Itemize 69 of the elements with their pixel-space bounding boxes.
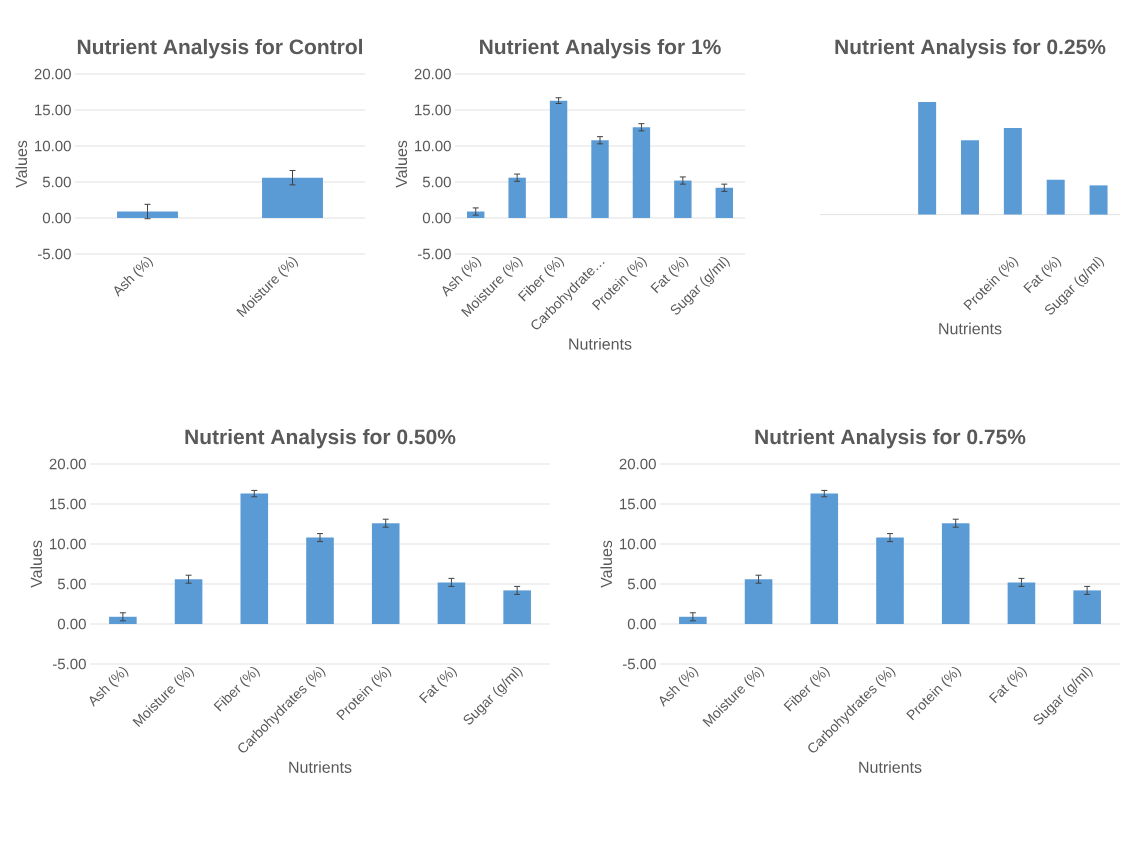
y-tick-label: 10.00	[620, 538, 656, 550]
y-tick-label: 15.00	[35, 104, 71, 116]
bar	[715, 187, 733, 218]
chart-title: Nutrient Analysis for Control	[77, 38, 363, 59]
x-axis-title: Nutrients	[939, 322, 1002, 335]
bar	[1003, 127, 1022, 215]
bar	[503, 590, 531, 624]
bar	[174, 579, 203, 624]
y-tick-label: 20.00	[619, 458, 656, 470]
chart-title: Nutrient Analysis for 1%	[480, 38, 721, 59]
x-axis-title: Nutrients	[859, 761, 922, 773]
bar	[306, 537, 334, 624]
chart-title: Nutrient Analysis for 0.50%	[185, 428, 456, 449]
x-axis-title: Nutrients	[569, 337, 632, 350]
y-tick-label: 5.00	[422, 176, 451, 188]
y-tick-label: 0.00	[422, 212, 451, 224]
y-tick-label: 20.00	[34, 68, 71, 80]
y-tick-label: -5.00	[52, 658, 86, 670]
y-tick-label: 20.00	[49, 458, 86, 470]
y-tick-label: 15.00	[50, 498, 86, 510]
bar	[240, 493, 269, 624]
bar	[109, 616, 137, 624]
x-tick-label: Ash (%)	[114, 256, 154, 297]
bar	[1046, 179, 1065, 215]
chart-title: Nutrient Analysis for 0.75%	[755, 428, 1026, 449]
y-axis-title: Values	[30, 540, 43, 588]
y-tick-label: -5.00	[37, 248, 71, 260]
bar	[679, 616, 707, 624]
bar	[941, 523, 970, 624]
bar	[876, 537, 904, 624]
y-axis-title: Values	[395, 140, 408, 188]
y-tick-label: -5.00	[622, 658, 656, 670]
x-tick-label: Fat (%)	[650, 256, 689, 294]
bar	[591, 140, 609, 218]
bar	[508, 177, 526, 218]
y-tick-label: -5.00	[417, 248, 451, 260]
bar	[1089, 185, 1108, 215]
y-tick-label: 10.00	[35, 140, 71, 152]
bar	[810, 493, 839, 624]
bar	[744, 579, 773, 624]
chart-title: Nutrient Analysis for 0.25%	[835, 38, 1106, 59]
y-tick-label: 15.00	[620, 498, 656, 510]
y-tick-label: 15.00	[415, 104, 451, 116]
x-axis-title: Nutrients	[289, 761, 352, 773]
y-tick-label: 5.00	[42, 176, 71, 188]
y-tick-label: 10.00	[50, 538, 86, 550]
y-tick-label: 10.00	[415, 140, 451, 152]
y-tick-label: 20.00	[414, 68, 451, 80]
x-tick-label: Ash (%)	[659, 666, 699, 707]
bar	[961, 140, 979, 215]
bar	[371, 523, 400, 624]
x-tick-label: Fat (%)	[988, 666, 1028, 704]
bar	[549, 100, 568, 218]
y-axis-title: Values	[600, 540, 613, 588]
bar	[632, 127, 651, 218]
y-tick-label: 0.00	[42, 212, 71, 224]
y-tick-label: 5.00	[627, 578, 656, 590]
x-tick-label: Fat (%)	[1023, 256, 1062, 294]
bar	[674, 180, 692, 218]
bar	[437, 582, 466, 624]
y-tick-label: 0.00	[57, 618, 86, 630]
y-tick-label: 0.00	[627, 618, 656, 630]
y-axis-title: Values	[15, 140, 28, 188]
x-tick-label: Ash (%)	[89, 666, 129, 707]
bar	[1073, 590, 1101, 624]
y-tick-label: 5.00	[57, 578, 86, 590]
x-tick-label: Fat (%)	[418, 666, 458, 704]
bar	[1007, 582, 1036, 624]
bar	[918, 102, 937, 215]
